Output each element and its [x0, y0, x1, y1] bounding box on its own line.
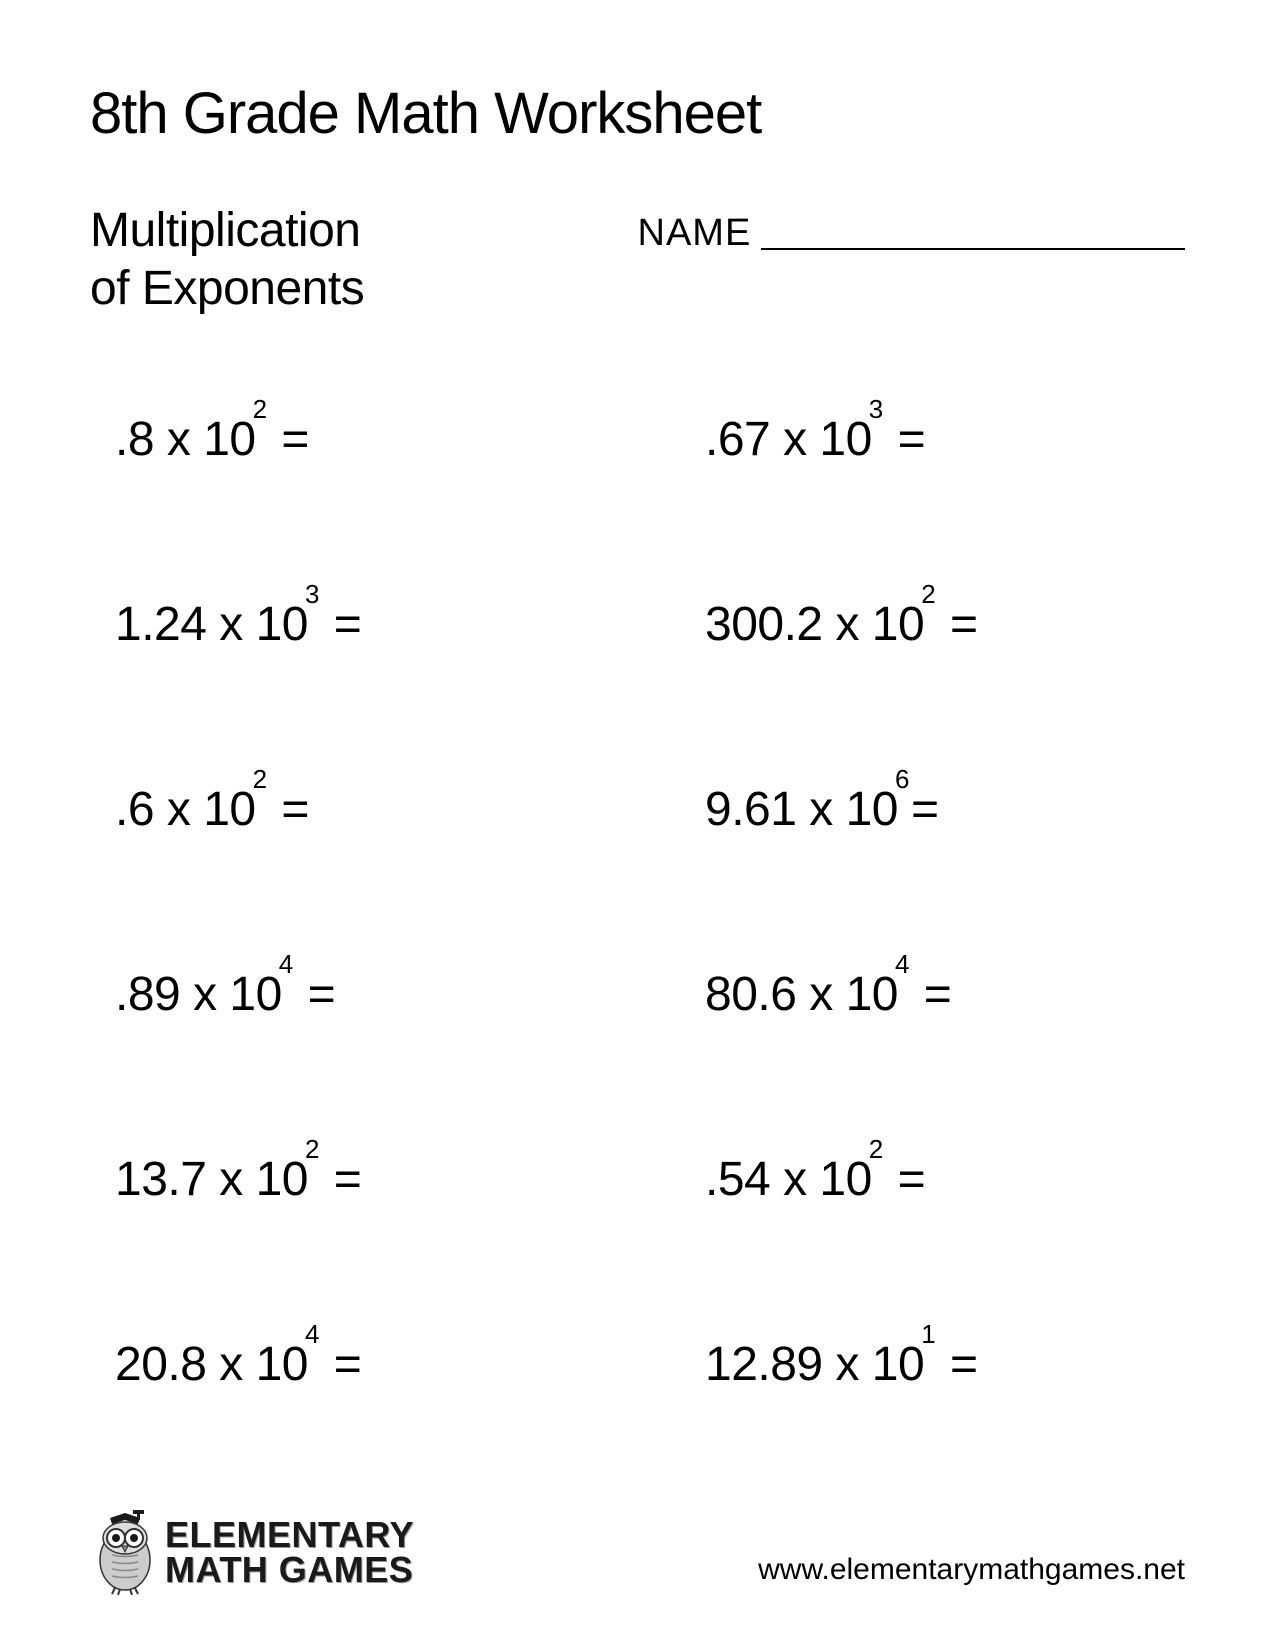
- base: 10: [203, 413, 255, 466]
- coefficient: 13.7: [115, 1153, 206, 1206]
- base: 10: [819, 1153, 871, 1206]
- problem-right-3: 9.61 x 106=: [650, 782, 1185, 837]
- problem-left-5: 13.7 x 102 =: [115, 1152, 650, 1207]
- problem-left-4: .89 x 104 =: [115, 967, 650, 1022]
- coefficient: .89: [115, 968, 180, 1021]
- logo-line-2: MATH GAMES: [165, 1549, 413, 1590]
- footer-url: www.elementarymathgames.net: [758, 1553, 1185, 1595]
- exponent: 6: [895, 764, 909, 794]
- exponent: 4: [279, 949, 293, 979]
- problem-right-5: .54 x 102 =: [650, 1152, 1185, 1207]
- coefficient: 300.2: [705, 598, 823, 651]
- base: 10: [256, 1338, 308, 1391]
- owl-icon: [90, 1510, 160, 1595]
- coefficient: 12.89: [705, 1338, 823, 1391]
- logo-text: ELEMENTARY MATH GAMES: [165, 1518, 414, 1586]
- base: 10: [872, 1338, 924, 1391]
- coefficient: 80.6: [705, 968, 796, 1021]
- coefficient: 20.8: [115, 1338, 206, 1391]
- problem-right-2: 300.2 x 102 =: [650, 597, 1185, 652]
- exponent: 3: [305, 579, 319, 609]
- exponent: 2: [253, 394, 267, 424]
- exponent: 1: [921, 1319, 935, 1349]
- coefficient: 1.24: [115, 598, 206, 651]
- worksheet-subtitle: Multiplication of Exponents: [90, 202, 638, 317]
- exponent: 2: [869, 1134, 883, 1164]
- problem-left-6: 20.8 x 104 =: [115, 1337, 650, 1392]
- name-label: NAME: [638, 212, 752, 255]
- problem-left-2: 1.24 x 103 =: [115, 597, 650, 652]
- coefficient: .67: [705, 413, 770, 466]
- exponent: 4: [895, 949, 909, 979]
- base: 10: [203, 783, 255, 836]
- subtitle-line-2: of Exponents: [90, 262, 364, 315]
- coefficient: .6: [115, 783, 154, 836]
- exponent: 2: [305, 1134, 319, 1164]
- problem-right-4: 80.6 x 104 =: [650, 967, 1185, 1022]
- exponent: 3: [869, 394, 883, 424]
- base: 10: [872, 598, 924, 651]
- problem-left-3: .6 x 102 =: [115, 782, 650, 837]
- subtitle-line-1: Multiplication: [90, 204, 360, 257]
- problems-grid: .8 x 102 = .67 x 103 = 1.24 x 103 = 300.…: [90, 412, 1185, 1392]
- coefficient: .8: [115, 413, 154, 466]
- footer: ELEMENTARY MATH GAMES www.elementarymath…: [90, 1510, 1185, 1595]
- name-input-line[interactable]: [761, 218, 1185, 250]
- header-row: Multiplication of Exponents NAME: [90, 202, 1185, 317]
- base: 10: [846, 968, 898, 1021]
- exponent: 4: [305, 1319, 319, 1349]
- name-field: NAME: [638, 202, 1186, 255]
- coefficient: .54: [705, 1153, 783, 1206]
- logo: ELEMENTARY MATH GAMES: [90, 1510, 414, 1595]
- problem-right-6: 12.89 x 101 =: [650, 1337, 1185, 1392]
- base: 10: [229, 968, 281, 1021]
- base: 10: [256, 1153, 308, 1206]
- problem-right-1: .67 x 103 =: [650, 412, 1185, 467]
- exponent: 2: [921, 579, 935, 609]
- page-title: 8th Grade Math Worksheet: [90, 80, 1185, 147]
- problem-left-1: .8 x 102 =: [115, 412, 650, 467]
- base: 10: [846, 783, 898, 836]
- base: 10: [256, 598, 308, 651]
- coefficient: 9.61: [705, 783, 796, 836]
- exponent: 2: [253, 764, 267, 794]
- base: 10: [819, 413, 871, 466]
